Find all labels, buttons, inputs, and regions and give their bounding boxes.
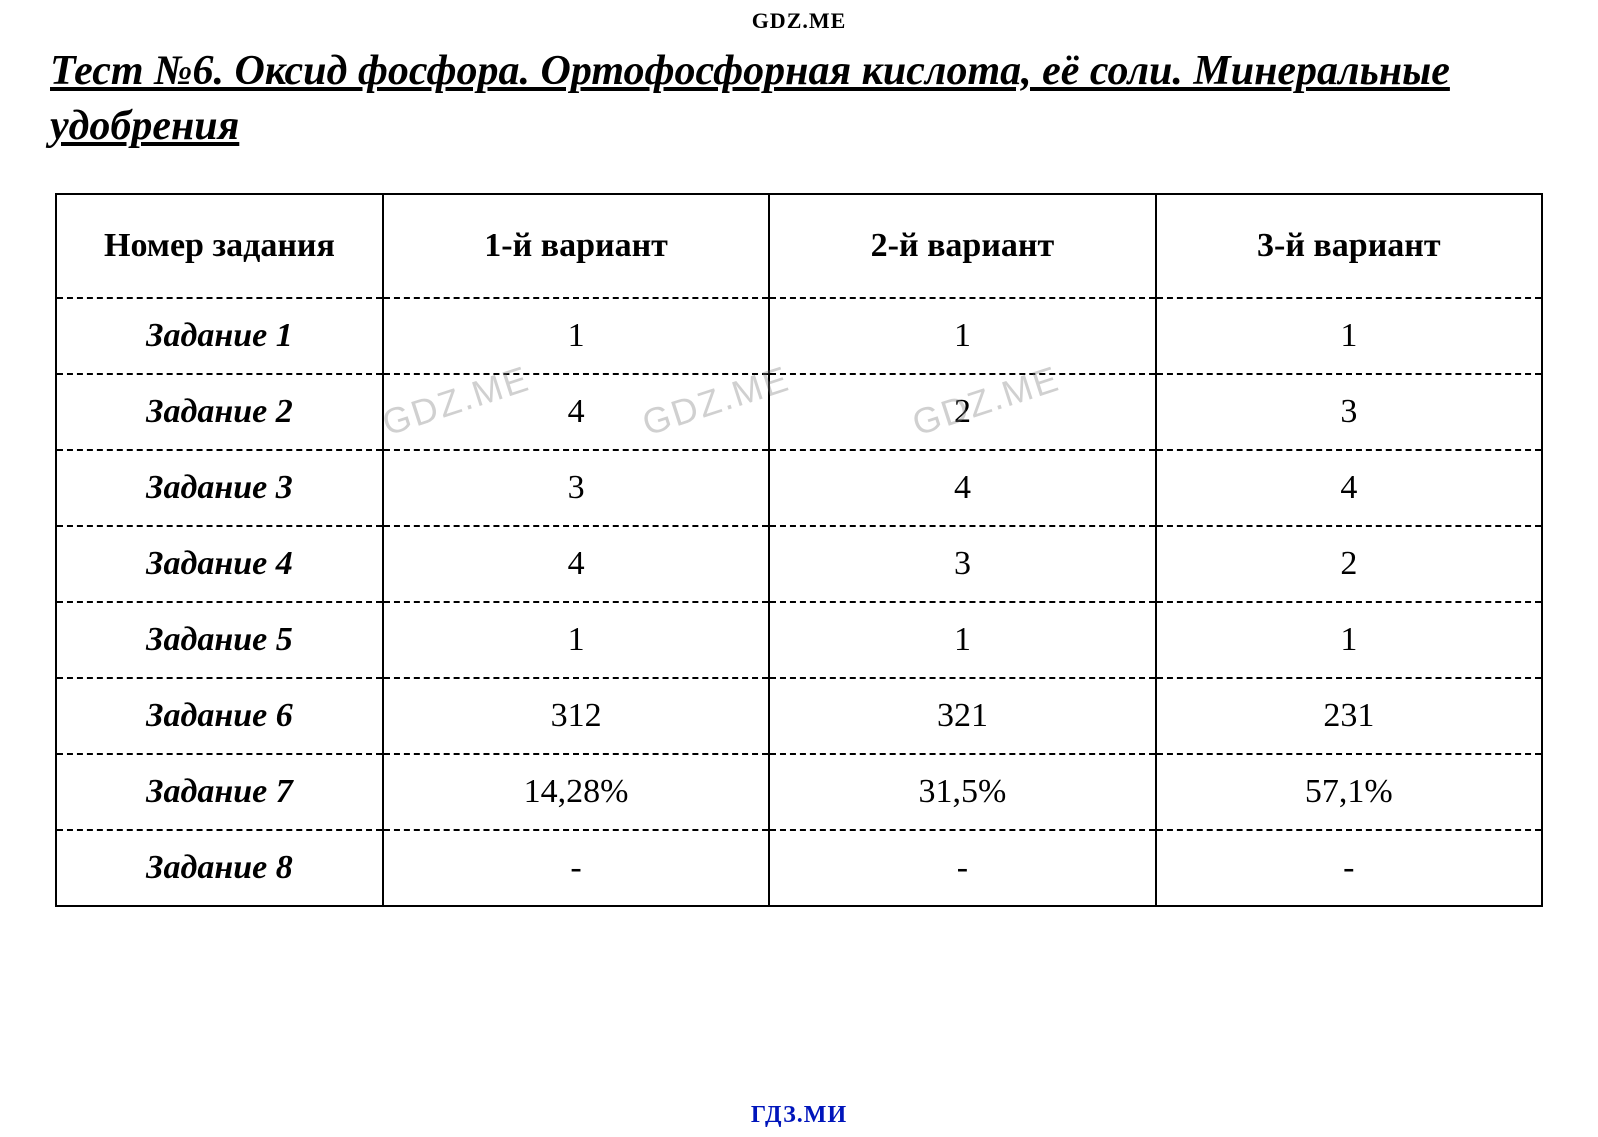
col-header-variant1: 1-й вариант bbox=[383, 194, 769, 298]
cell-value: - bbox=[769, 830, 1155, 906]
col-header-variant3: 3-й вариант bbox=[1156, 194, 1542, 298]
cell-value: 2 bbox=[1156, 526, 1542, 602]
cell-value: 1 bbox=[769, 602, 1155, 678]
cell-value: - bbox=[1156, 830, 1542, 906]
row-label: Задание 7 bbox=[56, 754, 383, 830]
table-header-row: Номер задания 1-й вариант 2-й вариант 3-… bbox=[56, 194, 1542, 298]
col-header-variant2: 2-й вариант bbox=[769, 194, 1155, 298]
header-watermark: GDZ.ME bbox=[0, 0, 1598, 34]
cell-value: 14,28% bbox=[383, 754, 769, 830]
cell-value: 1 bbox=[383, 602, 769, 678]
cell-value: 1 bbox=[1156, 298, 1542, 374]
cell-value: 1 bbox=[383, 298, 769, 374]
cell-value: 3 bbox=[383, 450, 769, 526]
table-row: Задание 5 1 1 1 bbox=[56, 602, 1542, 678]
cell-value: 4 bbox=[769, 450, 1155, 526]
row-label: Задание 6 bbox=[56, 678, 383, 754]
row-label: Задание 8 bbox=[56, 830, 383, 906]
cell-value: 4 bbox=[1156, 450, 1542, 526]
table-row: Задание 8 - - - bbox=[56, 830, 1542, 906]
cell-value: 3 bbox=[1156, 374, 1542, 450]
cell-value: 57,1% bbox=[1156, 754, 1542, 830]
cell-value: - bbox=[383, 830, 769, 906]
cell-value: 231 bbox=[1156, 678, 1542, 754]
row-label: Задание 2 bbox=[56, 374, 383, 450]
table-row: Задание 7 14,28% 31,5% 57,1% bbox=[56, 754, 1542, 830]
table-row: Задание 4 4 3 2 bbox=[56, 526, 1542, 602]
cell-value: 4 bbox=[383, 374, 769, 450]
cell-value: 2 bbox=[769, 374, 1155, 450]
cell-value: 312 bbox=[383, 678, 769, 754]
page-title: Тест №6. Оксид фосфора. Ортофосфорная ки… bbox=[0, 34, 1598, 193]
row-label: Задание 1 bbox=[56, 298, 383, 374]
table-row: Задание 1 1 1 1 bbox=[56, 298, 1542, 374]
answers-table: Номер задания 1-й вариант 2-й вариант 3-… bbox=[55, 193, 1543, 907]
table-row: Задание 3 3 4 4 bbox=[56, 450, 1542, 526]
cell-value: 321 bbox=[769, 678, 1155, 754]
cell-value: 4 bbox=[383, 526, 769, 602]
answers-table-container: Номер задания 1-й вариант 2-й вариант 3-… bbox=[0, 193, 1598, 907]
col-header-task: Номер задания bbox=[56, 194, 383, 298]
footer-watermark: ГДЗ.МИ bbox=[0, 1102, 1598, 1129]
row-label: Задание 5 bbox=[56, 602, 383, 678]
cell-value: 3 bbox=[769, 526, 1155, 602]
table-row: Задание 2 4 2 3 bbox=[56, 374, 1542, 450]
cell-value: 31,5% bbox=[769, 754, 1155, 830]
cell-value: 1 bbox=[769, 298, 1155, 374]
row-label: Задание 3 bbox=[56, 450, 383, 526]
cell-value: 1 bbox=[1156, 602, 1542, 678]
row-label: Задание 4 bbox=[56, 526, 383, 602]
table-row: Задание 6 312 321 231 bbox=[56, 678, 1542, 754]
